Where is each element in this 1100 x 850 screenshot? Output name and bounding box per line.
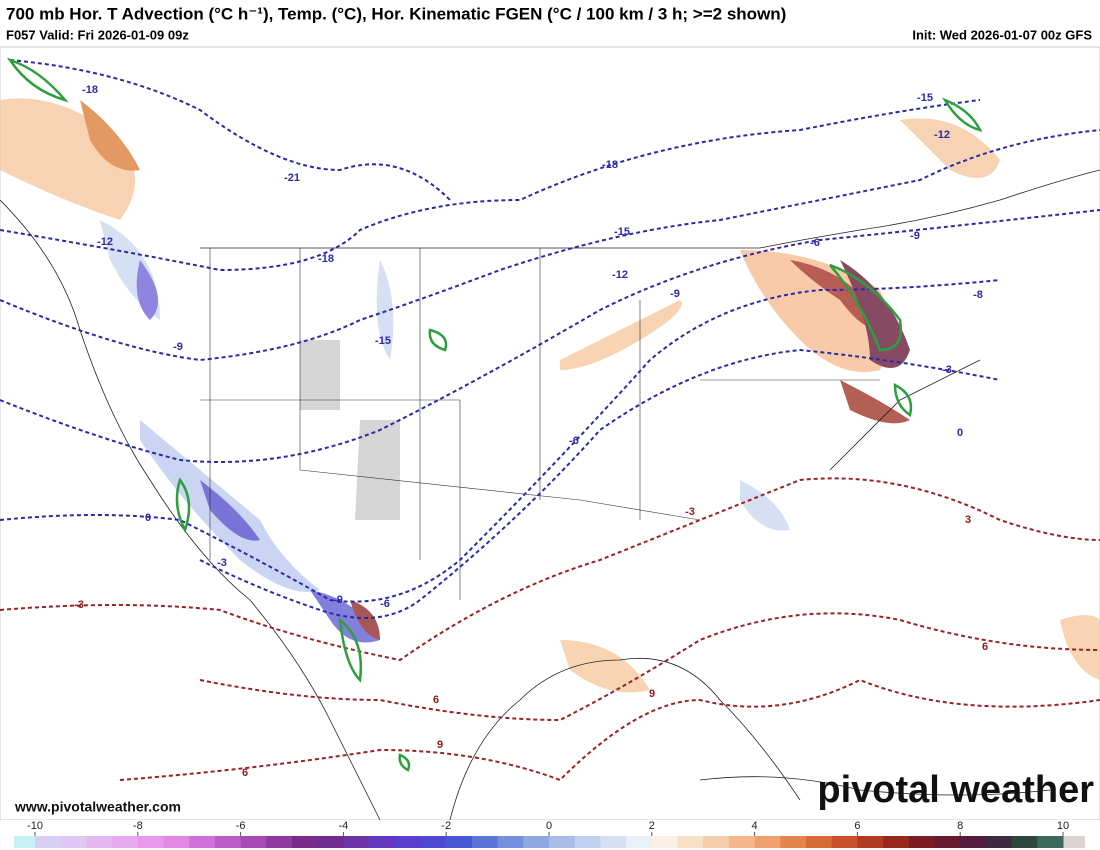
colorbar-bin [86,836,113,848]
colorbar-bin [934,836,961,848]
colorbar-bin [189,836,216,848]
contour-label: -9 [670,288,680,300]
colorbar-over [1063,836,1085,848]
map-frame [0,46,1100,821]
contour-label: -18 [318,253,334,265]
contour-label: -18 [82,84,98,96]
colorbar-bin [394,836,421,848]
colorbar-bin [214,836,242,848]
colorbar-tick-label: -8 [133,820,143,832]
contour-label: -9 [173,341,183,353]
colorbar-bin [857,836,884,848]
colorbar-tick-label: 4 [752,820,758,832]
colorbar-tick-label: -6 [236,820,246,832]
colorbar-bin [831,836,858,848]
colorbar-tick-label: -2 [441,820,451,832]
colorbar-bin [60,836,87,848]
contour-label: -9 [333,594,343,606]
colorbar-bin [600,836,627,848]
title: 700 mb Hor. T Advection (°C h⁻¹), Temp. … [6,4,786,23]
colorbar-bin [883,836,910,848]
colorbar-bin [343,836,370,848]
colorbar-bin [446,836,473,848]
contour-label: -15 [917,92,933,104]
contour-label: -9 [910,230,920,242]
colorbar-bin [240,836,267,848]
init-time: Init: Wed 2026-01-07 00z GFS [912,27,1092,42]
colorbar-tick-label: 10 [1057,820,1069,832]
colorbar-bin [549,836,576,848]
temperature-contours [0,59,1100,782]
colorbar-bin [471,836,499,848]
colorbar-tick-label: 8 [957,820,963,832]
contour-label: -12 [612,269,628,281]
brand: pivotal weather [817,769,1094,811]
colorbar-bin [317,836,344,848]
contour-label: -3 [685,506,695,518]
contour-label: -12 [97,236,113,248]
contour-label: 3 [965,514,971,526]
colorbar-bin [677,836,704,848]
contour-label: 9 [649,688,655,700]
contour-label: 6 [433,694,439,706]
colorbar-bin [574,836,601,848]
colorbar-bin [908,836,935,848]
colorbar-bin [806,836,833,848]
contour-label: 6 [982,641,988,653]
colorbar-bin [523,836,550,848]
colorbar-bin [420,836,447,848]
colorbar-bin [369,836,396,848]
contour-label: 9 [437,739,443,751]
boundaries [0,169,1100,821]
colorbar-bin [163,836,190,848]
contour-label: -15 [375,335,391,347]
colorbar-bin [112,836,139,848]
contour-label: -8 [973,289,983,301]
colorbar-bin [728,836,756,848]
colorbar-bin [137,836,164,848]
contour-label: -6 [380,598,390,610]
contour-label: -21 [284,172,300,184]
colorbar: -10 -8 -6 -4 -2 0 2 4 6 8 10 [0,820,1100,850]
advection-shading [0,98,1100,693]
colorbar-bin [292,836,319,848]
colorbar-tick-label: 0 [546,820,552,832]
contour-label: -3 [942,364,952,376]
colorbar-bin [703,836,730,848]
website: www.pivotalweather.com [14,799,181,815]
colorbar-bin [266,836,293,848]
contour-label: 6 [242,767,248,779]
colorbar-bin [780,836,807,848]
colorbar-tick-label: 2 [649,820,655,832]
contour-label: -6 [810,237,820,249]
contour-label: -18 [602,159,618,171]
fgen-contours [6,57,983,772]
contour-label: 0 [957,427,963,439]
colorbar-tick-label: 6 [854,820,860,832]
colorbar-bin [1037,836,1064,848]
colorbar-bin [960,836,987,848]
colorbar-bin [35,836,62,848]
contour-label: -12 [934,129,950,141]
colorbar-tick-label: -4 [339,820,349,832]
contour-label: -6 [569,435,579,447]
colorbar-under [14,836,35,848]
map: -18 -21 -18 -12 -9 -15 -18 -15 -12 -9 -6… [0,46,1100,821]
contour-label: 0 [145,512,151,524]
colorbar-bin [626,836,653,848]
colorbar-bin [985,836,1013,848]
colorbar-bin [651,836,678,848]
contour-label: -15 [614,226,630,238]
colorbar-bin [754,836,781,848]
colorbar-bin [497,836,524,848]
valid-time: F057 Valid: Fri 2026-01-09 09z [6,27,189,42]
contour-label: -3 [217,557,227,569]
colorbar-tick-label: -10 [27,820,43,832]
contour-label: -3 [74,599,84,611]
colorbar-bin [1011,836,1038,848]
